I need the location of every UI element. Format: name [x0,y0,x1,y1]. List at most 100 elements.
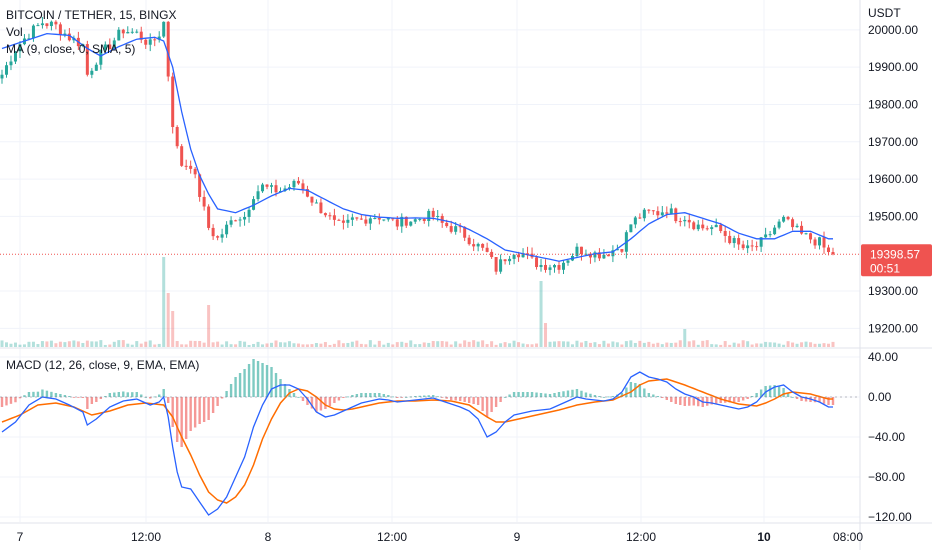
candle [144,39,148,45]
candle [256,191,260,200]
histogram-bar [36,391,40,397]
histogram-bar [562,391,565,397]
candle [220,234,224,238]
volume-bar [382,344,386,347]
price-tick-label: 20000.00 [868,23,918,37]
candle [135,31,139,33]
histogram-bar [521,392,525,397]
candle [296,180,300,184]
histogram-bar [526,392,529,397]
price-axis-ticks[interactable]: USDT 20000.00 19900.00 19800.00 19700.00 1960… [868,6,918,335]
candle [391,218,395,220]
volume-bar [512,340,516,347]
volume-bar [472,340,476,347]
volume-bar [404,342,408,347]
candle [162,21,166,37]
signal-line [1,378,833,504]
time-axis-ticks[interactable]: 7 12:00 8 12:00 9 12:00 10 08:00 [17,530,864,544]
candlestick-series[interactable] [0,16,835,276]
candle [301,183,305,190]
symbol-legend[interactable]: BITCOIN / TETHER, 15, BINGX [6,8,177,22]
histogram-bar [535,392,538,397]
macd-axis-ticks[interactable]: 40.00 0.00 −40.00 −80.00 −120.00 [868,350,912,524]
volume-bar [638,340,642,347]
macd-legend[interactable]: MACD (12, 26, close, 9, EMA, EMA) [6,358,200,372]
volume-bar [561,341,565,347]
volume-bar [72,340,76,347]
histogram-bar [706,397,709,406]
volume-bar [463,340,467,347]
candle [669,208,673,214]
volume-bar [211,342,215,347]
ma-legend[interactable]: MA (9, close, 0, SMA, 5) [6,42,136,56]
candle [49,21,53,27]
candle [45,23,49,27]
volume-bar [431,340,435,347]
candle [813,239,817,246]
candle [804,233,808,235]
candle [723,231,727,236]
histogram-bar [72,397,76,398]
histogram-bar [575,389,579,397]
histogram-bar [741,397,745,401]
volume-legend[interactable]: Vol [6,25,23,39]
histogram-bar [274,373,278,397]
candle [588,253,592,258]
volume-bar [750,344,754,347]
candle [9,61,13,66]
candle [90,70,94,75]
histogram-bar [822,397,826,404]
candle [665,212,669,214]
candle [373,218,377,220]
volume-bar [642,342,646,347]
histogram-bar [225,391,228,397]
volume-bar [148,340,152,347]
histogram-bar [571,389,574,397]
volume-bar [198,340,202,347]
volume-bar [296,343,300,347]
candle [656,211,660,216]
histogram-bar [140,394,143,397]
candle [121,29,125,34]
candle [678,221,682,223]
candle [117,29,121,41]
candle [198,174,202,197]
histogram-bar [328,397,332,406]
candle [54,21,58,25]
candle [615,249,619,251]
histogram-bar [485,397,489,417]
macd-line [1,371,833,516]
volume-bar [674,342,678,347]
histogram-bar [670,397,673,402]
candle [341,220,345,223]
histogram-bar [14,397,17,403]
volume-bar [669,342,673,347]
candle [355,217,359,219]
volume-bar [422,342,426,347]
candle [171,76,175,128]
histogram-bar [661,397,664,398]
histogram-bar [59,394,62,397]
price-tick-label: 19300.00 [868,284,918,298]
volume-bar [539,281,543,347]
volume-bar [656,342,660,347]
volume-bar [701,340,705,347]
volume-bar [737,343,741,347]
candle [768,234,772,236]
candle [553,265,557,268]
histogram-bar [117,392,120,397]
candle [27,38,31,40]
histogram-bar [207,397,210,420]
volume-bar [395,342,399,347]
histogram-bar [184,397,188,439]
histogram-bar [342,397,345,398]
candle [211,227,215,237]
candle [602,254,606,259]
volume-bar [274,340,278,347]
time-tick-label: 7 [17,530,24,544]
volume-bar [759,343,763,347]
histogram-bar [580,390,583,397]
volume-bar [777,343,781,347]
volume-bar [153,344,157,347]
